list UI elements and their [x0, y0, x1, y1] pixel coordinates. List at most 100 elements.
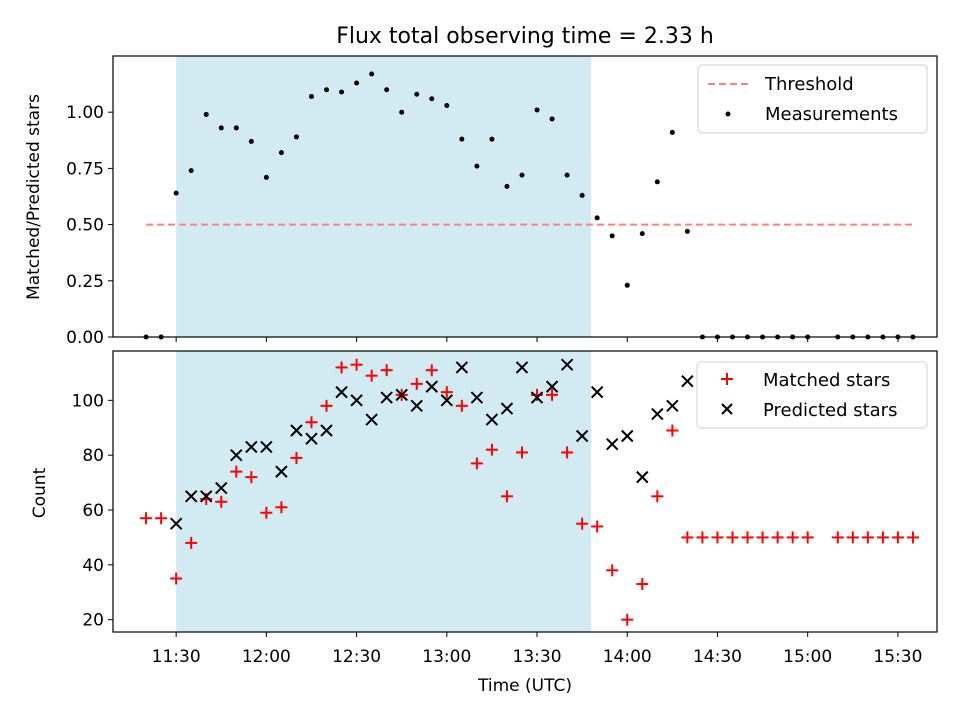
measurement-point [173, 190, 179, 196]
predicted-star-point [575, 429, 589, 443]
matched-star-point [891, 531, 904, 544]
measurement-point [263, 174, 269, 180]
predicted-x-b [169, 517, 183, 530]
measurement-point [339, 89, 345, 95]
predicted-x-b [200, 490, 213, 503]
predicted-star-point [440, 394, 454, 407]
observing-window-shade [176, 56, 592, 337]
matched-star-point [831, 531, 844, 544]
measurement-point [474, 163, 480, 169]
matched-star-point [470, 457, 483, 470]
matched-star-point [275, 501, 288, 514]
predicted-star-point [275, 465, 288, 478]
y-tick-label: 100 [72, 391, 104, 411]
matched-star-point [906, 531, 919, 544]
measurement-point [669, 129, 675, 135]
x-tick-label: 14:00 [603, 647, 652, 667]
predicted-star-point [515, 361, 529, 374]
predicted-x-b [230, 448, 243, 462]
predicted-x-b [590, 385, 604, 399]
measurement-point [549, 116, 555, 122]
predicted-x-b [260, 440, 273, 454]
y-tick-label: 60 [82, 501, 104, 521]
x-tick-label: 15:00 [783, 647, 832, 667]
matched-star-point [591, 520, 604, 533]
predicted-star-point [606, 438, 619, 451]
measurement-point [564, 172, 570, 178]
predicted-x-b [530, 391, 544, 404]
measurement-point [248, 138, 254, 144]
matched-star-point [320, 399, 333, 412]
predicted-x-b [380, 391, 393, 404]
predicted-star-point [305, 432, 318, 445]
measurement-point [489, 136, 495, 142]
measurement-point [459, 136, 465, 142]
matched-star-point [380, 364, 393, 377]
y-tick-label: 0.50 [66, 216, 104, 236]
predicted-x-b [545, 380, 559, 393]
measurement-point [609, 233, 615, 239]
predicted-star-point [681, 374, 694, 388]
matched-star-point [666, 424, 679, 437]
y-tick-label: 0.75 [66, 159, 104, 179]
bottom-axes: 20 40 60 80 100 11:30 12:00 12:30 13:00 13:30 14:0… [72, 350, 938, 667]
matched-star-point [801, 531, 814, 544]
predicted-star-point [169, 517, 183, 530]
measurement-point [188, 168, 194, 174]
predicted-x-b [651, 407, 664, 421]
measurement-point [278, 150, 284, 156]
measurement-point [654, 179, 660, 185]
measurement-point [203, 111, 209, 117]
predicted-star-point [335, 385, 348, 399]
top-axes: 0.00 0.25 0.50 0.75 1.00 [66, 55, 938, 348]
matched-star-point [606, 564, 619, 577]
matched-star-point [876, 531, 889, 544]
matched-star-point [455, 399, 468, 412]
matched-star-point [155, 512, 168, 525]
plot-frame [112, 55, 938, 338]
predicted-x-b [350, 394, 363, 407]
matched-star-point [260, 506, 273, 519]
chart-title: Flux total observing time = 2.33 h [336, 24, 714, 49]
predicted-x-b [636, 470, 649, 484]
legend-measurements-label: Measurements [765, 104, 898, 125]
matched-star-point [290, 451, 303, 464]
predicted-x-b [395, 388, 408, 402]
measurement-point [218, 125, 224, 131]
matched-star-point [410, 377, 423, 390]
top-plot-marks [143, 71, 916, 340]
matched-star-point [636, 578, 649, 591]
predicted-x-b [470, 391, 484, 404]
predicted-x-b [500, 402, 514, 415]
legend-threshold-label: Threshold [764, 74, 854, 95]
matched-star-point [651, 490, 664, 503]
matched-star-point [786, 531, 799, 544]
y-tick-label: 1.00 [66, 103, 104, 123]
matched-star-point [726, 531, 739, 544]
matched-star-point [245, 471, 258, 484]
legend-matched-label: Matched stars [763, 370, 890, 391]
matched-star-point [846, 531, 859, 544]
y-tick-label: 0.25 [66, 272, 104, 292]
predicted-x-b [575, 429, 589, 443]
predicted-star-point [621, 429, 634, 443]
predicted-x-b [621, 429, 634, 443]
predicted-x-b [485, 413, 499, 426]
matched-star-point [230, 465, 243, 478]
predicted-star-point [485, 413, 499, 426]
predicted-x-b [305, 432, 318, 445]
legend-predicted-swatch [721, 403, 733, 415]
predicted-x-b [365, 413, 378, 426]
measurement-point [399, 109, 405, 115]
predicted-x-b [666, 399, 679, 413]
predicted-star-point [455, 361, 469, 374]
measurement-point [519, 172, 525, 178]
x-tick-label: 11:30 [152, 647, 201, 667]
y-tick-label: 0.00 [66, 328, 104, 348]
matched-star-point [485, 443, 498, 456]
predicted-star-point [636, 470, 649, 484]
x-tick-label: 13:00 [422, 647, 471, 667]
matched-star-point [621, 613, 634, 626]
predicted-star-point [651, 407, 664, 421]
predicted-x-b [245, 440, 258, 454]
